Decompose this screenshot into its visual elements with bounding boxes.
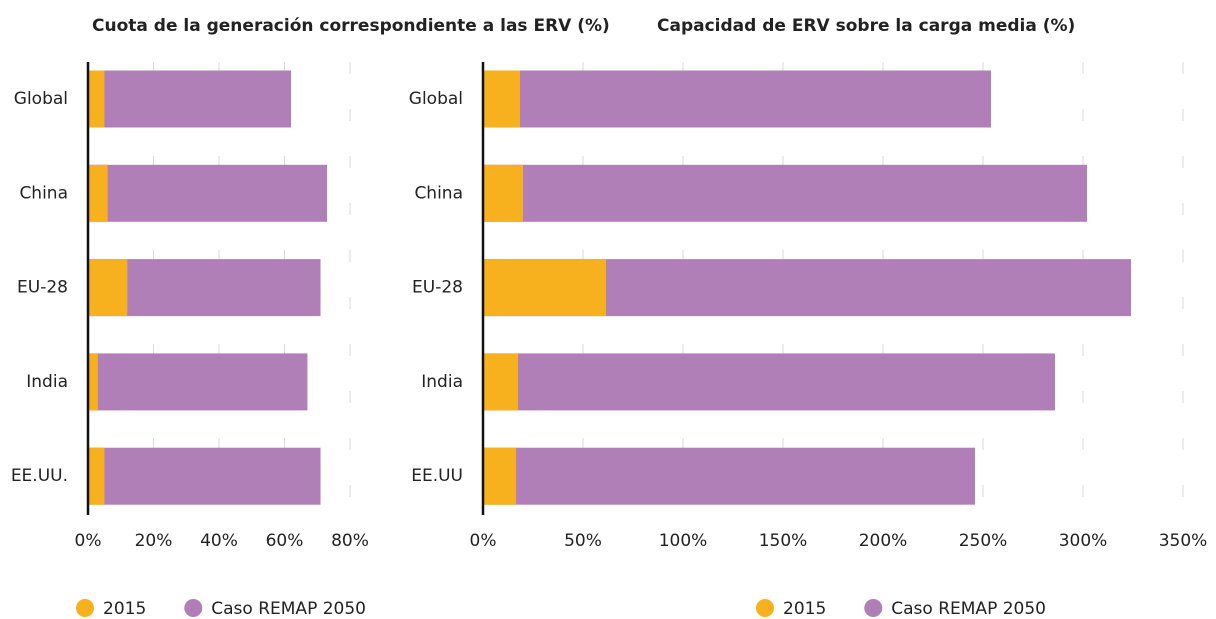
legend-marker bbox=[864, 599, 883, 617]
chart-title: Capacidad de ERV sobre la carga media (%… bbox=[657, 16, 1075, 36]
legend-marker bbox=[184, 599, 203, 617]
bar bbox=[483, 70, 991, 128]
bar bbox=[483, 447, 516, 505]
x-tick-label: 200% bbox=[859, 531, 908, 551]
bar bbox=[88, 70, 292, 128]
x-tick-label: 150% bbox=[759, 531, 808, 551]
bar bbox=[483, 164, 523, 222]
bar bbox=[88, 164, 328, 222]
y-tick-label: EU-28 bbox=[412, 278, 463, 298]
bar bbox=[88, 353, 98, 411]
x-tick-label: 250% bbox=[959, 531, 1008, 551]
bar bbox=[88, 353, 308, 411]
bar bbox=[88, 447, 105, 505]
x-tick-label: 0% bbox=[75, 531, 102, 551]
bar bbox=[88, 70, 105, 128]
y-tick-label: EE.UU. bbox=[11, 466, 68, 486]
legend-marker bbox=[756, 599, 774, 617]
y-tick-label: EU-28 bbox=[17, 278, 68, 298]
x-tick-label: 350% bbox=[1159, 531, 1208, 551]
bar bbox=[483, 70, 520, 128]
y-tick-label: Global bbox=[14, 89, 68, 109]
bar bbox=[483, 353, 1055, 411]
x-tick-label: 50% bbox=[564, 531, 602, 551]
x-tick-label: 100% bbox=[659, 531, 708, 551]
bar bbox=[483, 259, 606, 317]
y-tick-label: India bbox=[421, 372, 463, 392]
y-tick-label: China bbox=[19, 183, 68, 203]
legend-label: Caso REMAP 2050 bbox=[891, 599, 1046, 619]
bar bbox=[483, 164, 1087, 222]
x-tick-label: 0% bbox=[470, 531, 497, 551]
x-tick-label: 80% bbox=[331, 531, 369, 551]
y-tick-label: EE.UU bbox=[411, 466, 463, 486]
x-tick-label: 40% bbox=[200, 531, 238, 551]
y-tick-label: Global bbox=[409, 89, 463, 109]
legend-marker bbox=[76, 599, 94, 617]
chart-title: Cuota de la generación correspondiente a… bbox=[92, 16, 610, 36]
legend-label: 2015 bbox=[783, 599, 826, 619]
x-tick-label: 20% bbox=[135, 531, 173, 551]
y-tick-label: China bbox=[414, 183, 463, 203]
bar bbox=[88, 164, 108, 222]
bar bbox=[483, 353, 518, 411]
bar bbox=[483, 447, 975, 505]
y-tick-label: India bbox=[26, 372, 68, 392]
legend-label: Caso REMAP 2050 bbox=[211, 599, 366, 619]
bar bbox=[88, 259, 128, 317]
x-tick-label: 300% bbox=[1059, 531, 1108, 551]
x-tick-label: 60% bbox=[266, 531, 304, 551]
legend-label: 2015 bbox=[103, 599, 146, 619]
bar bbox=[88, 447, 321, 505]
